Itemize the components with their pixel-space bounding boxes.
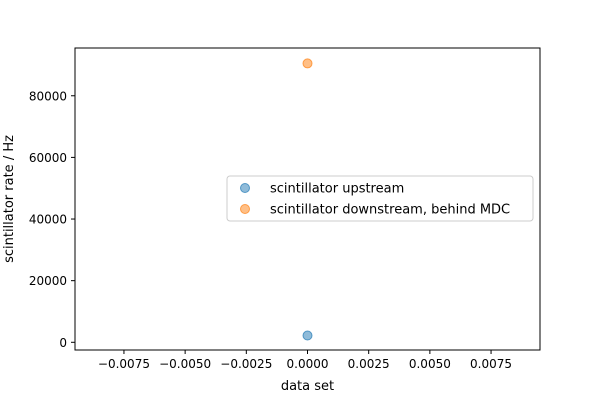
legend-entry-label: scintillator downstream, behind MDC (270, 203, 510, 218)
y-tick-label: 0 (59, 336, 67, 350)
y-axis-ticks: 0 20000 40000 60000 80000 (29, 89, 75, 350)
legend-marker (240, 204, 250, 214)
y-tick-label: 40000 (29, 213, 67, 227)
y-tick-label: 60000 (29, 151, 67, 165)
x-tick-label: 0.0050 (409, 357, 451, 371)
x-tick-label: −0.0025 (220, 357, 272, 371)
legend-box (226, 175, 534, 222)
x-tick-label: −0.0075 (98, 357, 150, 371)
data-point (302, 330, 313, 341)
x-tick-label: −0.0050 (159, 357, 211, 371)
plot-marks (302, 58, 313, 341)
y-tick-label: 80000 (29, 89, 67, 103)
legend-entry-label: scintillator upstream (270, 182, 404, 197)
x-tick-label: 0.0025 (348, 357, 390, 371)
x-axis-ticks: −0.0075 −0.0050 −0.0025 0.0000 0.0025 0.0050 0… (98, 350, 512, 371)
x-tick-label: 0.0075 (470, 357, 512, 371)
x-tick-label: 0.0000 (287, 357, 329, 371)
legend: scintillator upstream scintillator downst… (226, 175, 534, 222)
legend-marker (240, 183, 250, 193)
y-axis-label: scintillator rate / Hz (2, 135, 17, 263)
x-axis-label: data set (281, 379, 334, 394)
y-tick-label: 20000 (29, 274, 67, 288)
data-point (302, 58, 313, 69)
